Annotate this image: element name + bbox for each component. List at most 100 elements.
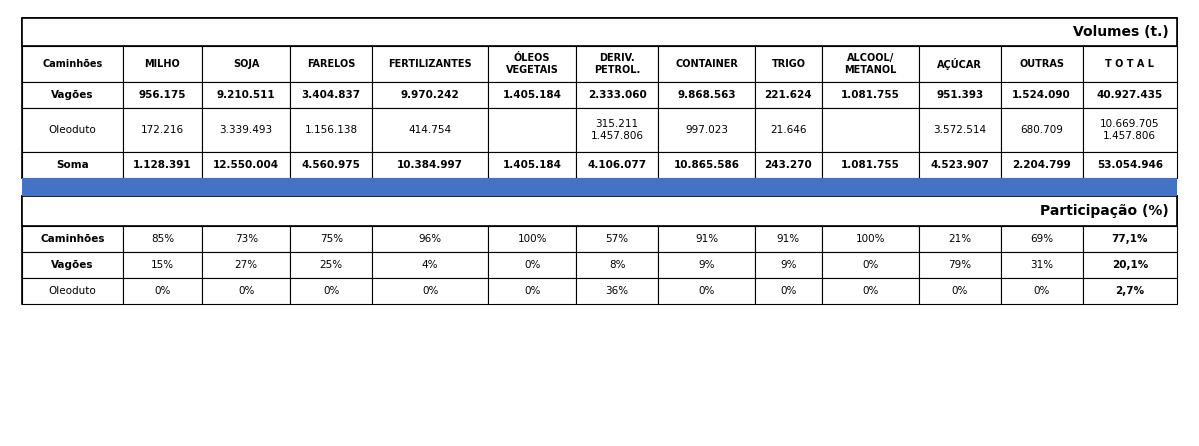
Bar — [290, 226, 372, 252]
Text: 79%: 79% — [948, 260, 971, 270]
Text: 20,1%: 20,1% — [1111, 260, 1147, 270]
Text: 9.868.563: 9.868.563 — [677, 90, 736, 100]
Bar — [290, 46, 372, 82]
Text: 0%: 0% — [422, 286, 439, 296]
Bar — [488, 108, 577, 152]
Text: 4%: 4% — [422, 260, 439, 270]
Bar — [755, 252, 821, 278]
Text: 414.754: 414.754 — [409, 125, 452, 135]
Bar — [122, 226, 203, 252]
Bar — [1001, 252, 1083, 278]
Text: 0%: 0% — [781, 286, 796, 296]
Bar — [658, 278, 755, 304]
Text: 69%: 69% — [1030, 234, 1053, 244]
Text: 0%: 0% — [698, 286, 715, 296]
Text: 956.175: 956.175 — [139, 90, 186, 100]
Text: 21%: 21% — [948, 234, 971, 244]
Bar — [755, 226, 821, 252]
Bar — [1083, 252, 1177, 278]
Text: 172.216: 172.216 — [140, 125, 183, 135]
Text: 91%: 91% — [695, 234, 718, 244]
Bar — [290, 108, 372, 152]
Bar — [1083, 46, 1177, 82]
Bar — [22, 18, 1177, 46]
Text: 77,1%: 77,1% — [1111, 234, 1147, 244]
Bar — [203, 108, 290, 152]
Bar — [22, 82, 122, 108]
Text: 0%: 0% — [862, 260, 879, 270]
Text: 85%: 85% — [151, 234, 174, 244]
Text: 3.404.837: 3.404.837 — [302, 90, 361, 100]
Bar — [22, 252, 122, 278]
Text: 1.156.138: 1.156.138 — [305, 125, 357, 135]
Bar — [755, 108, 821, 152]
Text: Participação (%): Participação (%) — [1041, 204, 1169, 218]
Text: 10.384.997: 10.384.997 — [397, 160, 463, 170]
Text: 680.709: 680.709 — [1020, 125, 1064, 135]
Bar — [918, 46, 1001, 82]
Text: ÓLEOS
VEGETAIS: ÓLEOS VEGETAIS — [506, 53, 559, 75]
Bar — [658, 46, 755, 82]
Bar — [203, 226, 290, 252]
Bar — [290, 82, 372, 108]
Bar — [488, 82, 577, 108]
Text: 91%: 91% — [777, 234, 800, 244]
Text: 100%: 100% — [856, 234, 885, 244]
Bar — [22, 178, 1177, 196]
Bar — [203, 152, 290, 178]
Text: 221.624: 221.624 — [765, 90, 812, 100]
Text: Oleoduto: Oleoduto — [48, 125, 96, 135]
Text: 3.339.493: 3.339.493 — [219, 125, 272, 135]
Text: CONTAINER: CONTAINER — [675, 59, 739, 69]
Bar — [290, 252, 372, 278]
Bar — [755, 278, 821, 304]
Bar — [577, 108, 658, 152]
Bar — [290, 152, 372, 178]
Text: T O T A L: T O T A L — [1105, 59, 1155, 69]
Text: FERTILIZANTES: FERTILIZANTES — [388, 59, 472, 69]
Bar — [1001, 278, 1083, 304]
Text: 1.405.184: 1.405.184 — [502, 90, 561, 100]
Bar — [22, 46, 122, 82]
Bar — [658, 82, 755, 108]
Bar — [122, 82, 203, 108]
Bar — [821, 82, 918, 108]
Text: 31%: 31% — [1030, 260, 1053, 270]
Text: 100%: 100% — [517, 234, 547, 244]
Text: 0%: 0% — [952, 286, 968, 296]
Text: Soma: Soma — [56, 160, 89, 170]
Text: 2.204.799: 2.204.799 — [1012, 160, 1071, 170]
Bar — [372, 108, 488, 152]
Text: 2.333.060: 2.333.060 — [588, 90, 646, 100]
Text: 0%: 0% — [524, 286, 541, 296]
Text: 27%: 27% — [235, 260, 258, 270]
Text: Caminhões: Caminhões — [40, 234, 104, 244]
Text: 8%: 8% — [609, 260, 626, 270]
Bar — [488, 278, 577, 304]
Text: 2,7%: 2,7% — [1115, 286, 1144, 296]
Bar — [1001, 152, 1083, 178]
Bar — [488, 252, 577, 278]
Text: Caminhões: Caminhões — [42, 59, 102, 69]
Text: 1.081.755: 1.081.755 — [840, 90, 899, 100]
Bar — [577, 226, 658, 252]
Bar — [658, 152, 755, 178]
Text: 75%: 75% — [320, 234, 343, 244]
Text: 315.211
1.457.806: 315.211 1.457.806 — [591, 119, 644, 141]
Bar — [1001, 108, 1083, 152]
Bar — [1083, 152, 1177, 178]
Bar — [821, 252, 918, 278]
Bar — [122, 152, 203, 178]
Bar — [122, 108, 203, 152]
Bar — [22, 18, 1177, 178]
Bar — [658, 252, 755, 278]
Text: 4.106.077: 4.106.077 — [588, 160, 646, 170]
Text: 40.927.435: 40.927.435 — [1097, 90, 1163, 100]
Bar — [290, 278, 372, 304]
Text: AÇÚCAR: AÇÚCAR — [938, 58, 982, 70]
Bar — [577, 82, 658, 108]
Text: 9.970.242: 9.970.242 — [400, 90, 459, 100]
Bar — [372, 82, 488, 108]
Text: 1.128.391: 1.128.391 — [133, 160, 192, 170]
Bar — [372, 152, 488, 178]
